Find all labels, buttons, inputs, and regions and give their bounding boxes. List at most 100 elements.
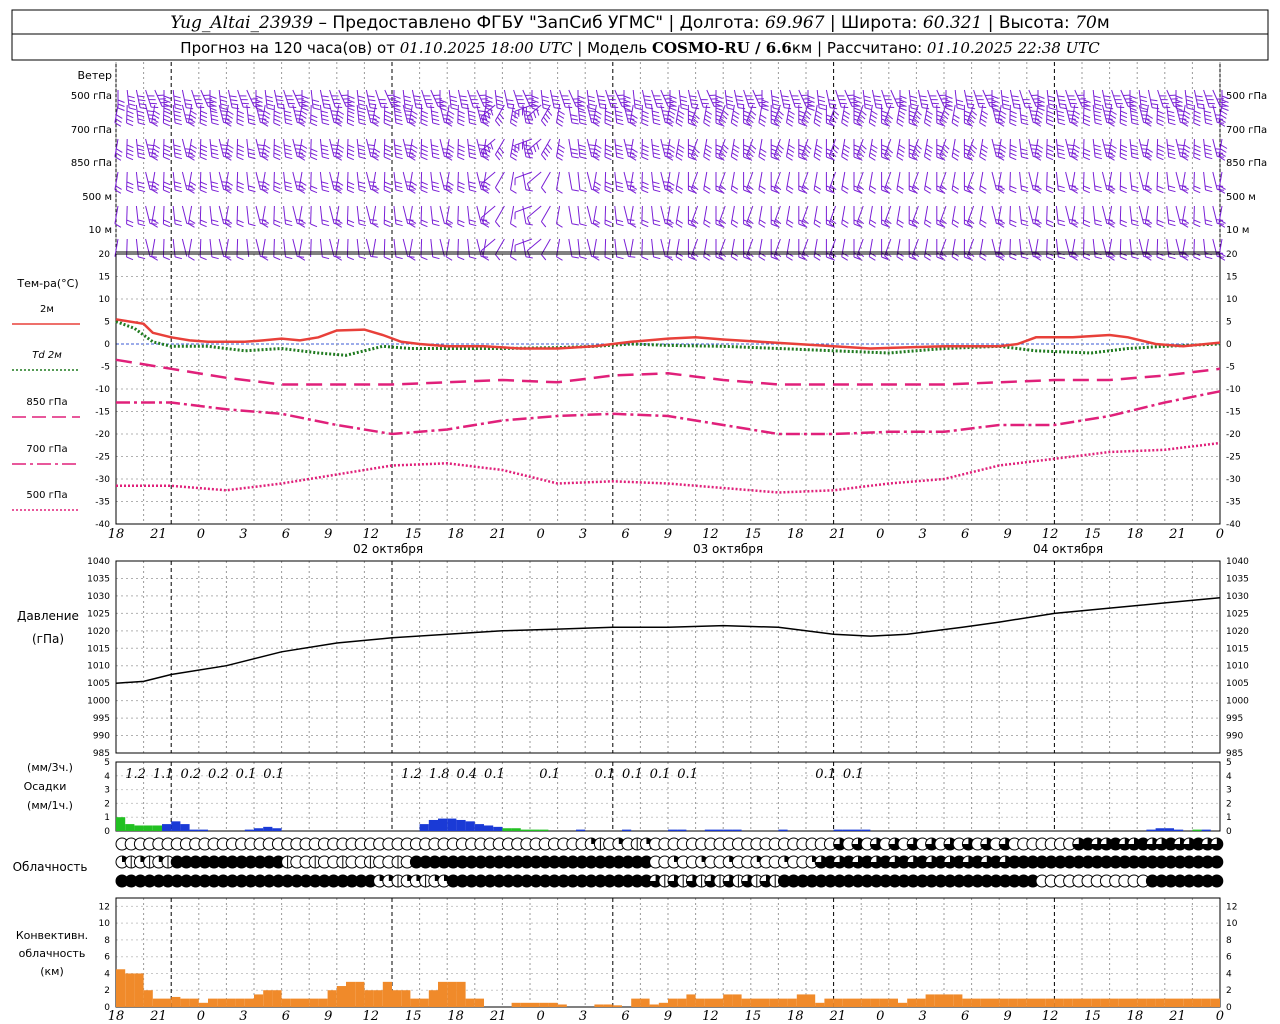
conv-bar (456, 981, 466, 1007)
conv-bar (520, 1002, 530, 1007)
cloud-fill (934, 875, 947, 887)
wind-barb (151, 104, 161, 127)
wind-barb (1108, 138, 1117, 161)
temp-legend-label: 500 гПа (26, 490, 67, 501)
wind-barb (669, 90, 677, 111)
precip-bar (116, 817, 126, 831)
cloud-fill (704, 875, 717, 888)
conv-bar (1036, 998, 1046, 1007)
wind-barb (420, 171, 428, 194)
pres-tick: 1005 (87, 679, 110, 689)
cloud-fill (1045, 856, 1058, 868)
cloud-fill (217, 856, 230, 868)
wind-barb (911, 171, 920, 194)
wind-barb (298, 104, 308, 127)
cloud-fill (1091, 856, 1104, 868)
wind-barb (1082, 138, 1091, 161)
wind-barb (1181, 104, 1191, 127)
cloud-fill (484, 875, 496, 887)
wind-barb (1108, 104, 1117, 127)
wind-barb (641, 205, 649, 228)
wind-barb (577, 171, 587, 193)
precip-bar (1146, 829, 1156, 831)
pres-tick-right: 1025 (1226, 609, 1249, 619)
wind-barb (690, 171, 699, 194)
conv-bar (631, 998, 641, 1007)
wind-barb (1184, 89, 1195, 111)
wind-barb (758, 205, 766, 228)
wind-barb (420, 104, 428, 127)
wind-barb (1028, 89, 1044, 107)
wind-barb (641, 104, 649, 127)
hour-label: 15 (1084, 527, 1101, 542)
conv-bar (916, 998, 926, 1007)
pres-tick-right: 1040 (1226, 557, 1249, 567)
wind-barb (1203, 104, 1213, 126)
conv-bar (290, 998, 300, 1007)
conv-bar (557, 1004, 567, 1007)
wind-barb (319, 171, 330, 193)
hour-label: 15 (405, 527, 422, 542)
wind-barb (770, 89, 781, 111)
wind-barb (614, 104, 624, 126)
conv-bar (824, 998, 834, 1007)
wind-barb (151, 138, 161, 161)
wind-barb (329, 171, 341, 191)
wind-barb (1071, 205, 1079, 228)
wind-barb (346, 171, 355, 194)
temp-tick: 20 (99, 250, 111, 260)
wind-barb (1144, 138, 1153, 161)
wind-barb (372, 138, 381, 161)
conv-bar (944, 994, 954, 1007)
hour-label: 6 (282, 527, 290, 542)
wind-barb (162, 205, 171, 228)
conv-bar (1100, 998, 1110, 1007)
cloud-fill (806, 875, 818, 887)
cloud-fill (898, 875, 910, 887)
temp-tick: 10 (99, 295, 111, 305)
wind-barb (1218, 205, 1226, 228)
wind-barb (703, 171, 711, 194)
hour-label-bottom: 12 (1042, 1009, 1059, 1024)
wind-barb (614, 205, 624, 227)
cloud-fill (281, 875, 294, 887)
pres-tick: 1020 (87, 627, 110, 637)
conv-bar (1183, 998, 1193, 1007)
wind-barb (623, 90, 631, 111)
wind-barb (439, 138, 452, 158)
conv-bar (244, 998, 254, 1007)
wind-barb (690, 205, 699, 228)
temp-legend-label: Td 2м (32, 350, 62, 361)
wind-barb (114, 138, 123, 161)
cloud-fill (1146, 838, 1159, 850)
wind-barb (666, 104, 676, 127)
pres-tick-right: 1020 (1226, 627, 1249, 637)
wind-barb (209, 104, 219, 126)
cloud-fill (272, 875, 285, 887)
wind-barb (209, 205, 219, 227)
cloud-fill (346, 875, 358, 887)
cloud-fill (944, 856, 956, 868)
conv-bar (281, 998, 291, 1007)
conv-bar (410, 998, 420, 1007)
wind-barb (1203, 238, 1213, 260)
wind-barb (997, 104, 1007, 127)
wind-barb (568, 171, 579, 192)
cloud-fill (925, 856, 938, 868)
wind-barb (951, 205, 960, 228)
cloud-fill (152, 875, 165, 887)
cloud-fill (217, 875, 230, 887)
conv-bar (1174, 998, 1184, 1007)
cloud-fill (1118, 856, 1131, 868)
conv-bar (125, 973, 135, 1007)
hour-label: 18 (447, 527, 464, 542)
hour-label-bottom: 21 (1168, 1009, 1186, 1024)
cloud-fill (198, 875, 211, 887)
wind-barb (319, 104, 330, 126)
conv-bar (382, 981, 392, 1007)
wind-barb (779, 89, 792, 110)
precip-bar (263, 826, 273, 831)
hour-label-bottom: 21 (149, 1009, 167, 1024)
wind-barb (1046, 205, 1054, 228)
conv-bar (953, 994, 963, 1007)
